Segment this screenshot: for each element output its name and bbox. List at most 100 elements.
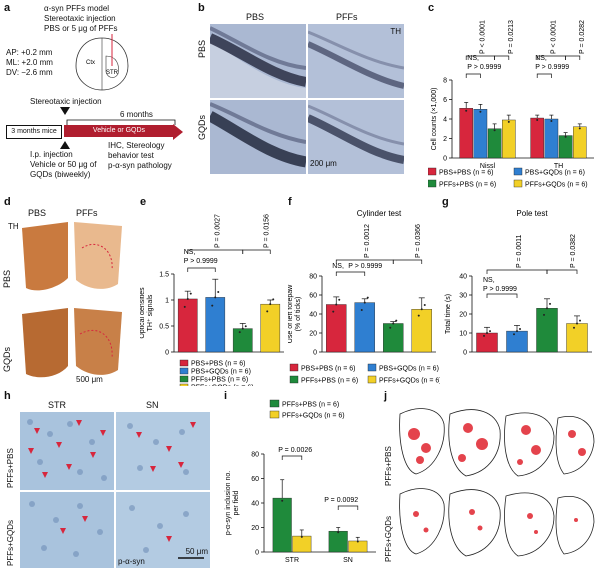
y-tick-label: 0 (165, 350, 169, 357)
bar (328, 530, 348, 553)
p-value-label: P = 0.0012 (364, 224, 371, 258)
p-value-label: P = 0.0027 (214, 214, 221, 248)
p-value-label: P > 0.9999 (184, 258, 218, 265)
legend-swatch (428, 167, 437, 176)
y-tick-label: 40 (459, 274, 467, 281)
p-value-label: P = 0.0011 (516, 234, 523, 268)
x-tick-label: TH (554, 163, 563, 170)
b-image-pbs-gqds (210, 100, 306, 174)
data-point (423, 303, 426, 306)
data-point (360, 309, 363, 312)
y-tick-label: 80 (309, 274, 317, 281)
ip-schedule-label: GQDs (biweekly) (30, 170, 91, 179)
coord-ml: ML: +2.0 mm (6, 58, 53, 67)
legend-swatch (179, 383, 189, 386)
h-row-pffs-pbs: PFFs+PBS (6, 448, 15, 488)
legend-label: PBS+GQDs (n = 6) (191, 369, 251, 376)
data-point (578, 127, 581, 130)
bar (536, 308, 558, 353)
legend-label: PBS+PBS (n = 6) (439, 170, 493, 177)
p-value-label: P = 0.0092 (324, 497, 358, 504)
coord-dv: DV: −2.6 mm (6, 68, 53, 77)
ns-label: NS, (467, 55, 479, 62)
h-image-str-gqds (20, 492, 114, 568)
bar (476, 332, 498, 353)
h-col-sn: SN (146, 400, 159, 410)
chart-f: 0 20 40 60 80 Use of left forepaw(% of ticks)… (288, 209, 440, 385)
panel-label-b: b (198, 2, 205, 14)
b-col-pbs: PBS (246, 12, 265, 22)
b-image-pffs-pbs: TH (308, 24, 404, 98)
bar (177, 298, 198, 353)
panel-label-c: c (428, 2, 435, 14)
legend-swatch (367, 363, 377, 372)
data-point (272, 298, 275, 301)
bar (260, 303, 281, 353)
h-row-pffs-gqds: PFFs+GQDs (6, 519, 15, 566)
ip-dose-label: Vehicle or 50 μg of (30, 160, 97, 169)
data-point (189, 292, 192, 295)
legend-swatch (513, 179, 523, 188)
injection-dose: PBS or 5 μg of PFFs (44, 24, 118, 33)
panel-label-g: g (442, 196, 449, 208)
stereotaxic-label: Stereotaxic injection (30, 97, 102, 106)
significance-bracket (565, 55, 581, 60)
bar (506, 330, 528, 353)
legend-swatch (179, 375, 189, 383)
d-th-label: TH (8, 222, 19, 231)
y-tick-label: 0 (463, 350, 467, 357)
y-tick-label: 0 (313, 350, 317, 357)
b-th-label: TH (390, 27, 401, 36)
bar (459, 108, 474, 159)
y-tick-label: 0 (255, 550, 259, 557)
behavior-label: behavior test (108, 151, 154, 160)
six-months-label: 6 months (120, 110, 153, 119)
d-col-pbs: PBS (28, 208, 47, 218)
data-point (420, 308, 423, 311)
y-tick-label: 60 (309, 293, 317, 300)
j-row-pbs: PFFs+PBS (384, 446, 393, 486)
data-point (238, 331, 241, 334)
bar (558, 135, 573, 159)
y-tick-label: 10 (459, 331, 467, 338)
data-point (366, 296, 369, 299)
significance-bracket (536, 73, 552, 78)
y-tick-label: 30 (459, 293, 467, 300)
data-point (579, 319, 581, 322)
ns-label: NS, (535, 55, 547, 62)
p-value-label: P < 0.0001 (550, 20, 557, 54)
bar (232, 328, 253, 353)
x-tick-label: Nissl (480, 163, 496, 170)
bar (383, 323, 404, 353)
pathology-label: p-α-syn pathology (108, 161, 172, 170)
legend-swatch (428, 179, 437, 188)
data-point (269, 303, 272, 306)
y-tick-label: 1 (165, 298, 169, 305)
bar (566, 323, 588, 353)
b-row-gqds: GQDs (197, 114, 207, 140)
data-point (479, 110, 482, 113)
y-tick-label: 40 (309, 312, 317, 319)
legend-swatch (269, 399, 280, 408)
legend-swatch (289, 363, 299, 372)
legend-label: PBS+GQDs (n = 6) (525, 170, 585, 177)
data-point (417, 314, 420, 317)
data-point (244, 325, 247, 328)
panel-label-e: e (140, 196, 147, 208)
data-point (543, 313, 545, 316)
p-value-label: P < 0.0001 (479, 20, 486, 54)
d-sections-image (22, 222, 122, 381)
y-tick-label: 20 (459, 312, 467, 319)
bar (272, 497, 292, 553)
ns-label: NS, (332, 263, 344, 270)
h-scale-label: 50 μm (185, 547, 208, 556)
panel-label-f: f (288, 196, 292, 208)
legend-swatch (367, 375, 377, 384)
legend-swatch (513, 167, 523, 176)
brain-section-diagram: Ctx STR (75, 34, 129, 91)
legend-label: PBS+PBS (n = 6) (191, 361, 245, 368)
data-point (550, 119, 553, 122)
y-axis-label: Total time (s) (445, 294, 452, 334)
data-point (573, 326, 575, 329)
data-point (281, 499, 284, 502)
